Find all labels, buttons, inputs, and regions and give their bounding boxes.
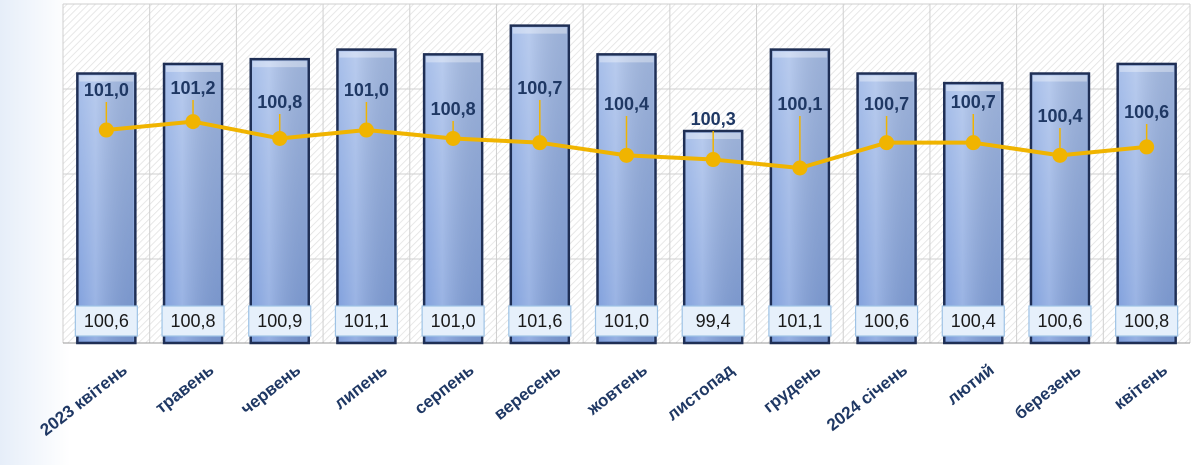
line-value-label: 100,7 [951, 92, 996, 112]
bar-value-box [161, 305, 225, 337]
line-value-label: 100,3 [691, 109, 736, 129]
bar-value-box [1028, 305, 1092, 337]
bar-shine [252, 61, 307, 342]
bar-shine [512, 27, 567, 342]
line-value-label: 100,7 [864, 94, 909, 114]
line-point [445, 130, 461, 146]
x-tick-label: жовтень [583, 360, 651, 419]
x-tick-label: липень [331, 360, 391, 413]
bar-value-label: 100,4 [951, 311, 996, 331]
line-value-label: 100,6 [1124, 102, 1169, 122]
bar-value-label: 100,8 [1124, 311, 1169, 331]
bar-shine [1119, 65, 1174, 341]
x-tick-label: грудень [760, 360, 825, 416]
bar-shine [339, 51, 394, 341]
line-point [965, 135, 981, 151]
x-tick-label: серпень [411, 360, 478, 418]
bar-highlight [252, 61, 307, 68]
bar-value-label: 101,0 [604, 311, 649, 331]
bar-value-box [594, 305, 659, 337]
bar-highlight [1119, 65, 1174, 72]
x-tick-label: лютий [943, 360, 997, 408]
line-value-label: 101,0 [344, 80, 389, 100]
bar-value-box [681, 305, 745, 337]
line-point [792, 160, 808, 176]
bar-value-box [854, 305, 919, 337]
bar-value-box [74, 305, 138, 337]
bar-highlight [859, 75, 914, 82]
bar-value-box [421, 305, 485, 337]
bar-value-label: 100,6 [864, 311, 909, 331]
x-tick-label: листопад [663, 360, 738, 424]
bar-value-label: 101,1 [777, 311, 822, 331]
bar-highlight [1032, 75, 1087, 82]
bar-highlight [166, 65, 221, 72]
line-point [532, 135, 548, 151]
x-tick-label: березень [1011, 360, 1084, 423]
x-tick-label: вересень [490, 360, 564, 424]
x-tick-label: травень [152, 360, 218, 417]
bar-shine [772, 51, 827, 341]
bar-highlight [512, 27, 567, 34]
x-tick-label: 2024 січень [823, 360, 911, 435]
bar-value-label: 101,0 [431, 311, 476, 331]
bar-value-label: 100,9 [257, 311, 302, 331]
x-tick-label: квітень [1110, 360, 1171, 413]
line-point [185, 114, 201, 130]
line-point [358, 122, 374, 138]
line-value-label: 101,0 [84, 80, 129, 100]
bar-value-box [508, 305, 572, 337]
line-point [98, 122, 114, 138]
line-value-label: 100,7 [517, 78, 562, 98]
bar-highlight [339, 51, 394, 58]
bar-value-box [768, 305, 832, 337]
bar-value-box [1115, 305, 1179, 337]
bar-shine [599, 56, 654, 342]
bar-highlight [79, 75, 134, 82]
line-value-label: 100,1 [777, 94, 822, 114]
line-point [1139, 139, 1155, 155]
bar-highlight [946, 85, 1001, 92]
line-value-label: 100,4 [604, 94, 649, 114]
line-point [619, 147, 634, 163]
line-point [705, 152, 721, 168]
bar-value-label: 100,8 [171, 311, 216, 331]
line-value-label: 100,8 [257, 92, 302, 112]
x-tick-label: 2023 квітень [37, 360, 131, 439]
bar-highlight [599, 56, 654, 63]
bar-highlight [426, 56, 481, 63]
bar-value-label: 100,6 [84, 311, 129, 331]
x-tick-label: червень [237, 360, 304, 418]
line-point [1052, 147, 1068, 163]
bar-value-label: 101,1 [344, 311, 389, 331]
line-value-label: 100,8 [431, 99, 476, 119]
line-value-label: 101,2 [171, 78, 216, 98]
bar-shine [1032, 75, 1087, 342]
bar-shine [426, 56, 481, 342]
bar-value-label: 100,6 [1037, 311, 1082, 331]
bar-value-label: 101,6 [517, 311, 562, 331]
bar-value-box [248, 305, 312, 337]
bar-value-box [941, 305, 1005, 337]
line-point [879, 135, 895, 151]
bar-value-box [334, 305, 399, 337]
bar-shine [859, 75, 914, 342]
line-point [272, 130, 288, 146]
line-value-label: 100,4 [1037, 106, 1082, 126]
bar-highlight [772, 51, 827, 58]
bar-value-label: 99,4 [696, 311, 731, 331]
